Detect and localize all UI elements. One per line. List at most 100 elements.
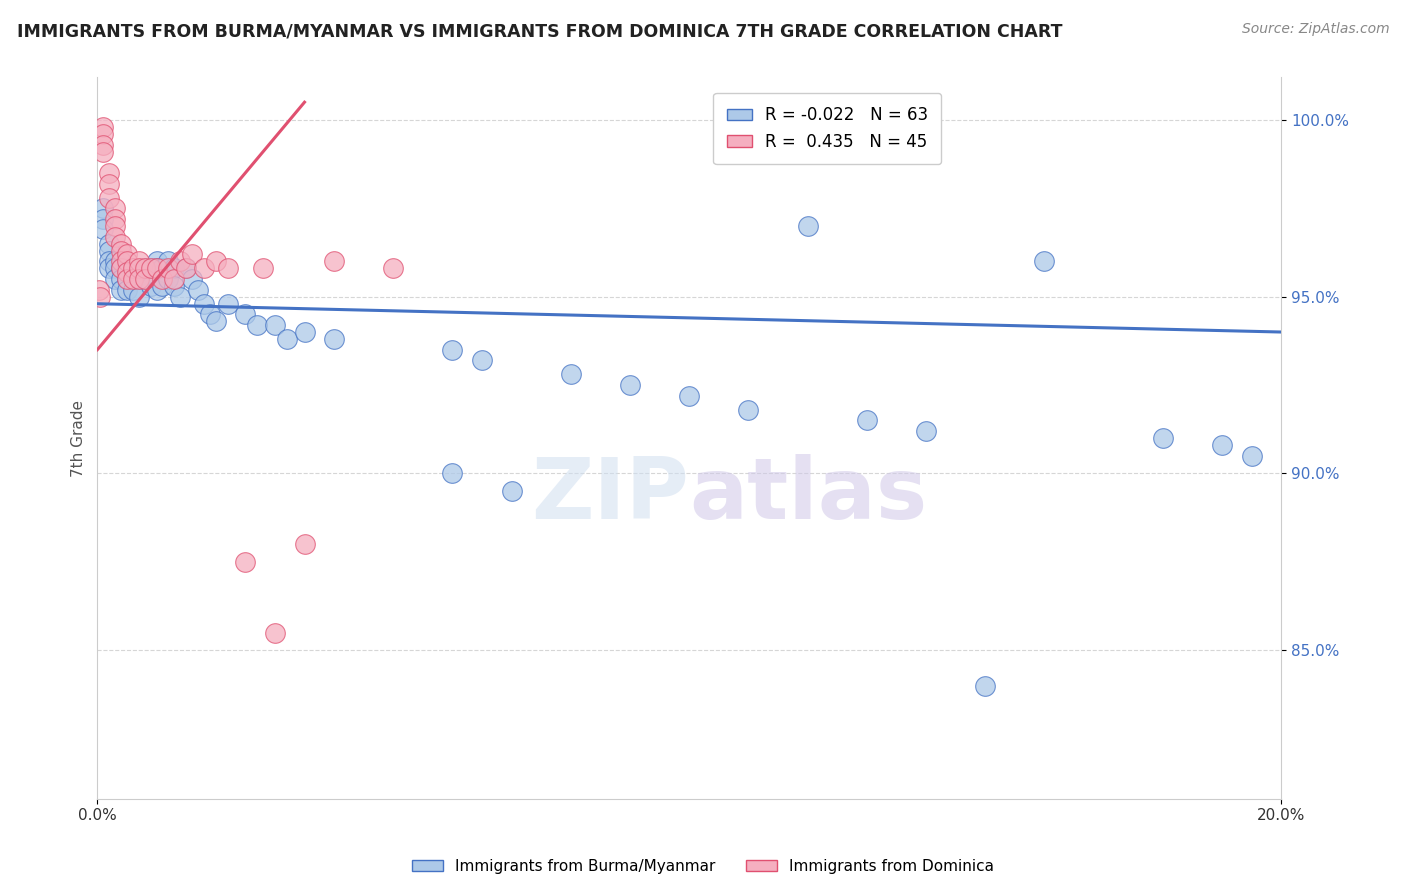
Point — [91, 211, 114, 226]
Point — [276, 332, 298, 346]
Point — [115, 272, 138, 286]
Point — [181, 272, 204, 286]
Point — [163, 272, 186, 286]
Point — [441, 343, 464, 357]
Point — [110, 261, 132, 276]
Point — [104, 201, 127, 215]
Point — [1152, 431, 1174, 445]
Y-axis label: 7th Grade: 7th Grade — [72, 400, 86, 476]
Point — [204, 314, 226, 328]
Point — [217, 261, 239, 276]
Point — [121, 261, 143, 276]
Point — [139, 279, 162, 293]
Point — [246, 318, 269, 332]
Point — [91, 145, 114, 159]
Point — [115, 283, 138, 297]
Point — [233, 307, 256, 321]
Point — [441, 467, 464, 481]
Point — [121, 272, 143, 286]
Legend: R = -0.022   N = 63, R =  0.435   N = 45: R = -0.022 N = 63, R = 0.435 N = 45 — [713, 93, 941, 164]
Point — [98, 254, 121, 268]
Point — [294, 325, 316, 339]
Point — [174, 261, 197, 276]
Point — [115, 272, 138, 286]
Point — [152, 279, 174, 293]
Point — [163, 279, 186, 293]
Point — [98, 261, 121, 276]
Point — [678, 389, 700, 403]
Point — [382, 261, 405, 276]
Point — [91, 137, 114, 152]
Point — [157, 254, 180, 268]
Point — [181, 247, 204, 261]
Point — [193, 297, 215, 311]
Point — [110, 283, 132, 297]
Point — [855, 413, 877, 427]
Text: Source: ZipAtlas.com: Source: ZipAtlas.com — [1241, 22, 1389, 37]
Point — [89, 290, 111, 304]
Point — [104, 272, 127, 286]
Point — [128, 272, 150, 286]
Point — [104, 261, 127, 276]
Text: IMMIGRANTS FROM BURMA/MYANMAR VS IMMIGRANTS FROM DOMINICA 7TH GRADE CORRELATION : IMMIGRANTS FROM BURMA/MYANMAR VS IMMIGRA… — [17, 22, 1063, 40]
Point — [187, 283, 209, 297]
Point — [619, 378, 641, 392]
Point — [98, 177, 121, 191]
Point — [91, 127, 114, 141]
Point — [193, 261, 215, 276]
Point — [1211, 438, 1233, 452]
Point — [157, 272, 180, 286]
Point — [204, 254, 226, 268]
Point — [104, 211, 127, 226]
Point — [115, 254, 138, 268]
Point — [294, 537, 316, 551]
Point — [134, 272, 156, 286]
Point — [110, 244, 132, 258]
Point — [737, 402, 759, 417]
Legend: Immigrants from Burma/Myanmar, Immigrants from Dominica: Immigrants from Burma/Myanmar, Immigrant… — [406, 853, 1000, 880]
Point — [169, 254, 191, 268]
Point — [163, 261, 186, 276]
Point — [145, 261, 167, 276]
Point — [91, 201, 114, 215]
Point — [110, 236, 132, 251]
Point — [115, 247, 138, 261]
Point — [233, 555, 256, 569]
Point — [104, 254, 127, 268]
Point — [128, 272, 150, 286]
Point — [98, 236, 121, 251]
Point — [217, 297, 239, 311]
Point — [134, 261, 156, 276]
Point — [974, 679, 997, 693]
Point — [145, 283, 167, 297]
Point — [152, 261, 174, 276]
Point — [98, 191, 121, 205]
Point — [796, 219, 818, 233]
Point — [89, 283, 111, 297]
Point — [169, 290, 191, 304]
Point — [560, 368, 582, 382]
Point — [252, 261, 274, 276]
Point — [110, 272, 132, 286]
Point — [91, 120, 114, 134]
Point — [139, 261, 162, 276]
Point — [157, 261, 180, 276]
Point — [145, 254, 167, 268]
Point — [121, 261, 143, 276]
Point — [128, 254, 150, 268]
Point — [264, 318, 287, 332]
Point — [501, 484, 523, 499]
Point — [128, 261, 150, 276]
Point — [198, 307, 221, 321]
Point — [139, 261, 162, 276]
Point — [174, 261, 197, 276]
Point — [104, 219, 127, 233]
Point — [915, 424, 938, 438]
Text: ZIP: ZIP — [531, 454, 689, 537]
Point — [134, 261, 156, 276]
Point — [91, 222, 114, 236]
Point — [471, 353, 494, 368]
Point — [115, 265, 138, 279]
Point — [115, 261, 138, 276]
Point — [1240, 449, 1263, 463]
